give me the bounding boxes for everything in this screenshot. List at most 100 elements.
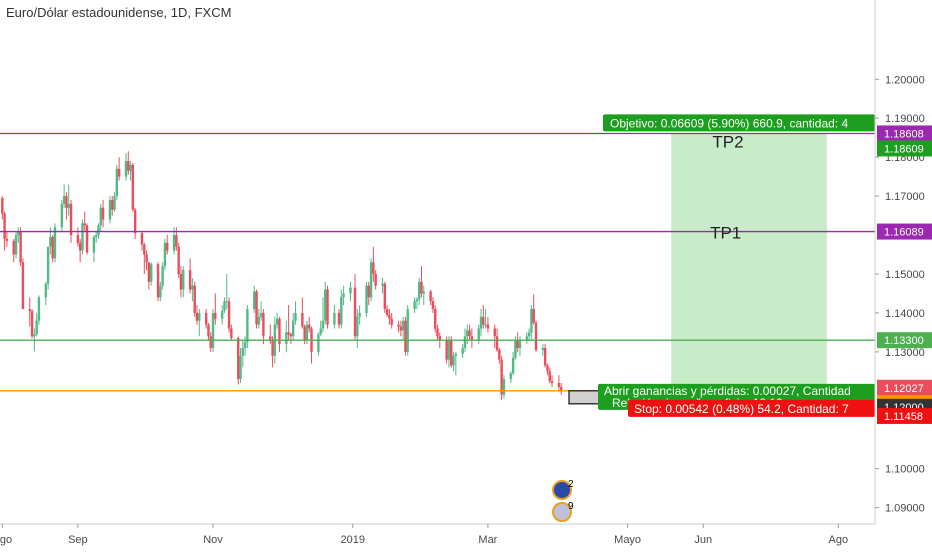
candle-body — [479, 316, 483, 329]
candle-body — [516, 340, 519, 348]
price-label-bg — [877, 407, 932, 424]
candle-body — [454, 353, 458, 356]
candle-body — [420, 281, 423, 294]
candle-body — [559, 386, 563, 391]
candle-body — [498, 349, 501, 360]
candle-body — [35, 320, 38, 335]
candle-body — [188, 270, 192, 290]
candle-body — [262, 312, 265, 337]
candle-body — [369, 262, 373, 298]
candle-body — [133, 209, 137, 234]
target-zone — [671, 133, 827, 391]
stop-info-label: Stop: 0.00542 (0.48%) 54.2, Cantidad: 7 — [634, 402, 849, 416]
candle-body — [19, 231, 22, 263]
event-marker-count: 9 — [568, 501, 574, 512]
candle-body — [429, 291, 432, 302]
candle-body — [83, 223, 86, 226]
line-price-label: 1.13300 — [884, 335, 924, 347]
candle-body — [534, 322, 538, 350]
candle-body — [214, 312, 217, 319]
candle-body — [340, 297, 343, 325]
candle-body — [246, 309, 249, 343]
candle-body — [193, 285, 196, 313]
candle-body — [461, 347, 464, 354]
candle-body — [530, 309, 533, 333]
candle-body — [143, 244, 146, 255]
candle-body — [117, 168, 121, 177]
candle-body — [289, 334, 293, 337]
candle-body — [92, 236, 96, 253]
candle-body — [253, 291, 256, 310]
annotation-label: TP2 — [712, 132, 743, 151]
candle-body — [468, 330, 471, 337]
candle-body — [46, 246, 50, 284]
candle-body — [211, 312, 215, 348]
candle-body — [108, 199, 112, 220]
candle-body — [159, 285, 162, 298]
line-price-label: 1.18608 — [884, 128, 924, 140]
candles-layer — [1, 151, 563, 401]
candle-body — [385, 309, 389, 315]
candle-body — [95, 235, 98, 237]
candle-body — [337, 312, 341, 325]
candle-body — [172, 235, 176, 251]
candle-body — [450, 340, 453, 366]
candle-body — [49, 236, 52, 247]
candle-body — [227, 301, 231, 329]
candle-body — [207, 324, 210, 337]
candle-body — [81, 223, 84, 251]
candle-body — [3, 213, 6, 239]
candle-body — [406, 309, 409, 352]
candle-body — [417, 281, 421, 300]
candle-body — [434, 309, 437, 329]
candle-body — [388, 314, 391, 319]
candle-body — [550, 381, 554, 384]
candle-body — [225, 301, 228, 303]
candle-body — [129, 164, 132, 171]
candle-body — [367, 285, 370, 298]
time-tick-label: 2019 — [341, 534, 365, 546]
candle-body — [324, 289, 327, 321]
candle-body — [177, 246, 180, 274]
candle-body — [76, 235, 80, 243]
candle-body — [161, 266, 164, 286]
candle-body — [303, 326, 306, 341]
price-tick-label: 1.15000 — [885, 269, 925, 281]
stop-info-box — [628, 399, 875, 417]
candle-body — [209, 336, 212, 348]
price-tick-label: 1.13000 — [885, 347, 925, 359]
candle-body — [445, 340, 448, 360]
price-tick-label: 1.20000 — [885, 74, 925, 86]
candle-body — [447, 340, 451, 360]
candle-body — [191, 285, 194, 290]
candle-body — [372, 262, 375, 274]
candle-body — [53, 227, 57, 259]
candle-body — [383, 283, 387, 310]
candle-body — [514, 340, 517, 358]
candle-body — [269, 336, 272, 341]
candle-body — [175, 235, 178, 247]
candle-body — [140, 233, 144, 245]
candle-body — [431, 301, 435, 310]
candle-body — [358, 312, 361, 317]
candle-body — [179, 273, 183, 290]
candle-body — [37, 297, 41, 321]
candle-body — [124, 161, 128, 177]
candle-body — [317, 334, 320, 352]
candle-body — [438, 336, 441, 341]
candle-body — [1, 198, 4, 214]
candle-body — [470, 336, 474, 341]
candle-body — [163, 242, 167, 267]
candle-body — [243, 342, 247, 348]
candle-body — [14, 235, 18, 255]
time-tick-label: Ago — [0, 534, 12, 546]
candle-body — [401, 320, 405, 331]
line-price-label-bg — [877, 332, 932, 349]
candle-body — [308, 324, 311, 329]
candle-body — [390, 318, 393, 325]
price-tick-label: 1.19000 — [885, 113, 925, 125]
candle-body — [415, 299, 419, 302]
candle-body — [33, 334, 36, 337]
candle-body — [301, 312, 304, 327]
